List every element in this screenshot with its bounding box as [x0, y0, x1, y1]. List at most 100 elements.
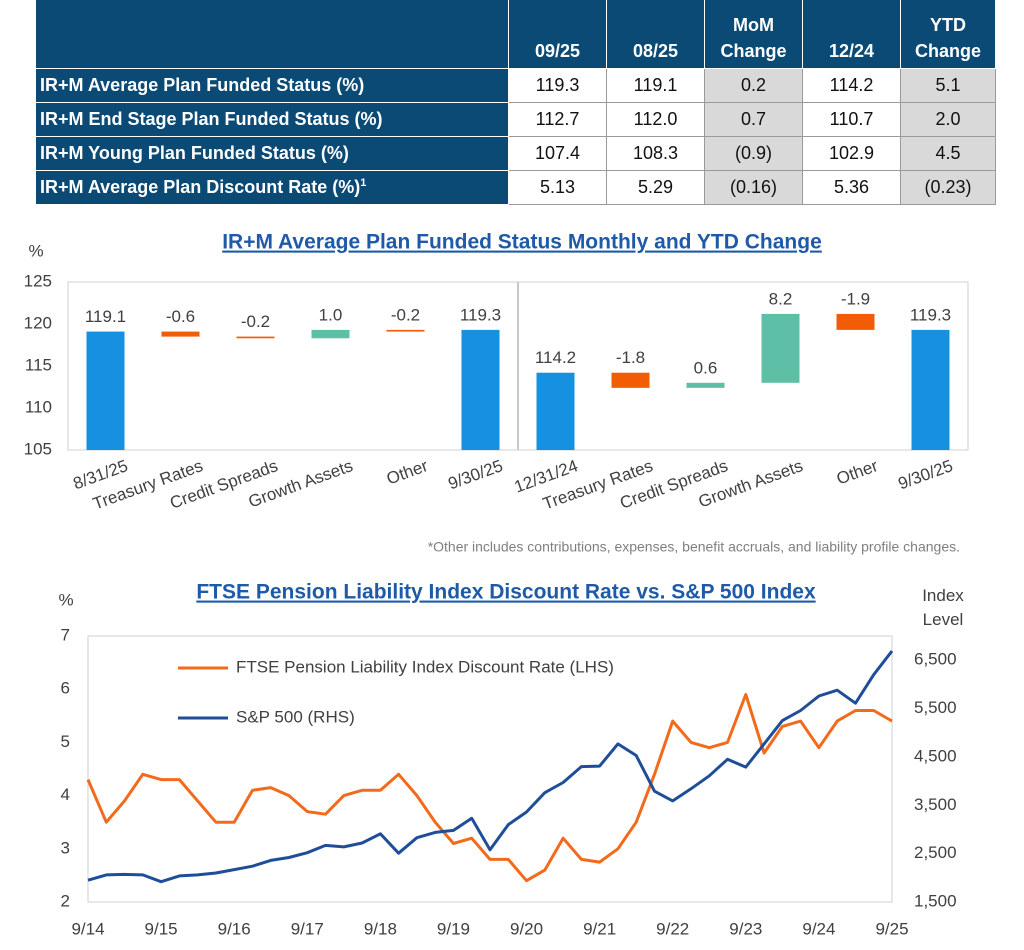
table-cell: 5.36 — [802, 169, 901, 205]
column-header: 12/24 — [802, 0, 901, 69]
row-label-text: IR+M Average Plan Discount Rate (%) — [40, 176, 361, 197]
table-cell: 112.7 — [508, 101, 607, 137]
row-label-text: IR+M Average Plan Funded Status (%) — [40, 74, 365, 95]
y2-tick-label: 2,500 — [914, 843, 957, 862]
data-label: -1.9 — [841, 289, 870, 308]
data-label: -0.6 — [166, 307, 195, 326]
y-tick-label: 3 — [61, 838, 70, 857]
x-tick-label: Other — [384, 456, 431, 489]
header-row: 09/25 08/25 MoM Change 12/24 YTD Change — [35, 0, 996, 69]
column-header: YTD Change — [900, 0, 996, 69]
table-cell: 108.3 — [606, 135, 705, 171]
table-cell: 107.4 — [508, 135, 607, 171]
x-tick-label: 9/16 — [218, 919, 251, 938]
bar — [311, 329, 350, 339]
table-cell: 112.0 — [606, 101, 705, 137]
y-tick-label: 105 — [24, 439, 52, 458]
y-tick-label: 4 — [61, 785, 70, 804]
legend-label: S&P 500 (RHS) — [236, 707, 355, 726]
y2-tick-label: 6,500 — [914, 650, 957, 669]
y-tick-label: 5 — [61, 732, 70, 751]
table-cell: 114.2 — [802, 67, 901, 103]
series-line — [87, 650, 894, 884]
column-header: 08/25 — [606, 0, 705, 69]
table-cell: 0.2 — [704, 67, 803, 103]
table-cell: 5.13 — [508, 169, 607, 205]
table-row: IR+M Average Plan Discount Rate (%)1 5.13… — [35, 169, 996, 205]
y2-tick-label: 3,500 — [914, 795, 957, 814]
table-cell: (0.16) — [704, 169, 803, 205]
data-label: -1.8 — [616, 348, 645, 367]
data-label: 119.1 — [85, 307, 126, 326]
x-tick-label: 9/20 — [510, 919, 543, 938]
row-label: IR+M Average Plan Funded Status (%) — [35, 67, 509, 103]
bar — [536, 372, 575, 450]
row-label: IR+M End Stage Plan Funded Status (%) — [35, 101, 509, 137]
x-tick-label: 9/21 — [583, 919, 616, 938]
y2-tick-label: 4,500 — [914, 746, 957, 765]
funded-status-table: 09/25 08/25 MoM Change 12/24 YTD Change IR+M… — [35, 0, 996, 205]
x-tick-label: 9/14 — [71, 919, 104, 938]
x-tick-label: 9/25 — [875, 919, 908, 938]
y2-axis-label: Index Level — [922, 586, 964, 629]
table-cell: 5.1 — [900, 67, 996, 103]
y-tick-label: 125 — [24, 271, 52, 290]
header-blank — [35, 0, 509, 69]
x-tick-label: 9/15 — [145, 919, 178, 938]
y-tick-label: 115 — [25, 355, 52, 374]
footnote-mark: 1 — [360, 176, 367, 189]
y-tick-label: 6 — [61, 679, 70, 698]
footnote: *Other includes contributions, expenses,… — [428, 539, 960, 555]
y2-tick-label: 1,500 — [914, 891, 957, 910]
data-label: 119.3 — [910, 305, 951, 324]
x-tick-label: 9/22 — [656, 919, 689, 938]
data-label: 0.6 — [694, 358, 718, 377]
x-tick-label: Other — [834, 456, 881, 489]
chart-title: FTSE Pension Liability Index Discount Ra… — [196, 581, 816, 604]
y-tick-label: 110 — [25, 397, 52, 416]
x-tick-label: 9/30/25 — [446, 456, 506, 493]
table-cell: 2.0 — [900, 101, 996, 137]
data-label: -0.2 — [391, 305, 420, 324]
column-header: MoM Change — [704, 0, 803, 69]
table-cell: (0.9) — [704, 135, 803, 171]
chart-title: IR+M Average Plan Funded Status Monthly … — [222, 231, 822, 254]
row-label-text: IR+M Young Plan Funded Status (%) — [40, 142, 349, 163]
table-cell: 0.7 — [704, 101, 803, 137]
bar — [611, 372, 650, 388]
table-cell: 110.7 — [802, 101, 901, 137]
table-cell: (0.23) — [900, 169, 996, 205]
legend-label: FTSE Pension Liability Index Discount Ra… — [236, 657, 614, 676]
bar — [761, 313, 800, 383]
bar — [686, 382, 725, 388]
y-tick-label: 7 — [61, 625, 70, 644]
bar — [161, 331, 200, 337]
row-label: IR+M Young Plan Funded Status (%) — [35, 135, 509, 171]
y-axis-label: % — [28, 241, 43, 260]
table-row: IR+M Young Plan Funded Status (%) 107.4 10… — [35, 135, 996, 171]
table-body: IR+M Average Plan Funded Status (%) 119.3… — [35, 67, 996, 205]
bar — [911, 329, 950, 450]
x-tick-label: 9/18 — [364, 919, 397, 938]
column-header: 09/25 — [508, 0, 607, 69]
table-cell: 119.1 — [606, 67, 705, 103]
data-label: -0.2 — [241, 312, 270, 331]
y2-tick-label: 5,500 — [914, 698, 957, 717]
bar — [386, 329, 425, 332]
row-label: IR+M Average Plan Discount Rate (%)1 — [35, 169, 509, 205]
y-tick-label: 120 — [24, 313, 52, 332]
bar — [86, 331, 125, 450]
y-tick-label: 2 — [61, 891, 70, 910]
row-label-text: IR+M End Stage Plan Funded Status (%) — [40, 108, 383, 129]
table-row: IR+M End Stage Plan Funded Status (%) 112… — [35, 101, 996, 137]
bar — [836, 313, 875, 330]
bar — [461, 329, 500, 450]
y-axis-label: % — [58, 590, 73, 609]
table-cell: 102.9 — [802, 135, 901, 171]
x-tick-label: 9/17 — [291, 919, 324, 938]
x-tick-label: 9/30/25 — [896, 456, 956, 493]
table-cell: 5.29 — [606, 169, 705, 205]
table-cell: 4.5 — [900, 135, 996, 171]
